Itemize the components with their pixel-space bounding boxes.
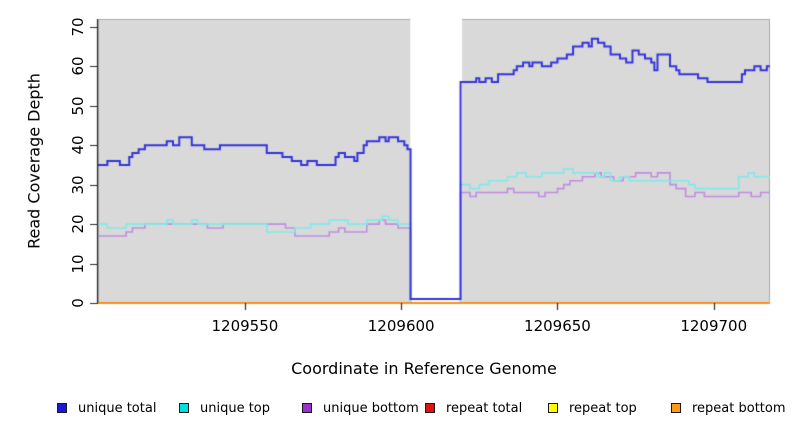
- legend-swatch-icon: [425, 403, 435, 413]
- legend-item-repeat-top: repeat top: [548, 400, 637, 416]
- y-tick-label: 30: [69, 175, 87, 195]
- legend-item-repeat-total: repeat total: [425, 400, 523, 416]
- legend-label: repeat total: [446, 400, 523, 416]
- legend-swatch-icon: [671, 403, 681, 413]
- x-tick-label: 1209550: [211, 317, 279, 335]
- legend-swatch-icon: [179, 403, 189, 413]
- y-axis-title: Read Coverage Depth: [24, 73, 44, 249]
- y-tick-label: 0: [69, 298, 87, 308]
- legend-label: unique bottom: [323, 400, 419, 416]
- legend-label: unique top: [200, 400, 271, 416]
- legend-label: unique total: [78, 400, 157, 416]
- x-axis-title: Coordinate in Reference Genome: [291, 359, 557, 378]
- legend-swatch-icon: [548, 403, 558, 413]
- x-tick-label: 1209700: [680, 317, 748, 335]
- legend-item-unique-total: unique total: [57, 400, 157, 416]
- legend-label: repeat top: [569, 400, 637, 416]
- legend-item-unique-bottom: unique bottom: [302, 400, 419, 416]
- y-tick-label: 40: [69, 135, 87, 155]
- x-tick-label: 1209650: [524, 317, 591, 335]
- y-tick-label: 50: [69, 96, 87, 116]
- y-tick-label: 10: [69, 254, 87, 274]
- legend-swatch-icon: [57, 403, 67, 413]
- legend-item-repeat-bottom: repeat bottom: [671, 400, 786, 416]
- legend-label: repeat bottom: [692, 400, 786, 416]
- x-tick-label: 1209600: [367, 317, 435, 335]
- legend-swatch-icon: [302, 403, 312, 413]
- y-tick-label: 20: [69, 214, 87, 234]
- y-tick-label: 70: [69, 17, 87, 37]
- legend-item-unique-top: unique top: [179, 400, 271, 416]
- y-tick-label: 60: [69, 56, 87, 76]
